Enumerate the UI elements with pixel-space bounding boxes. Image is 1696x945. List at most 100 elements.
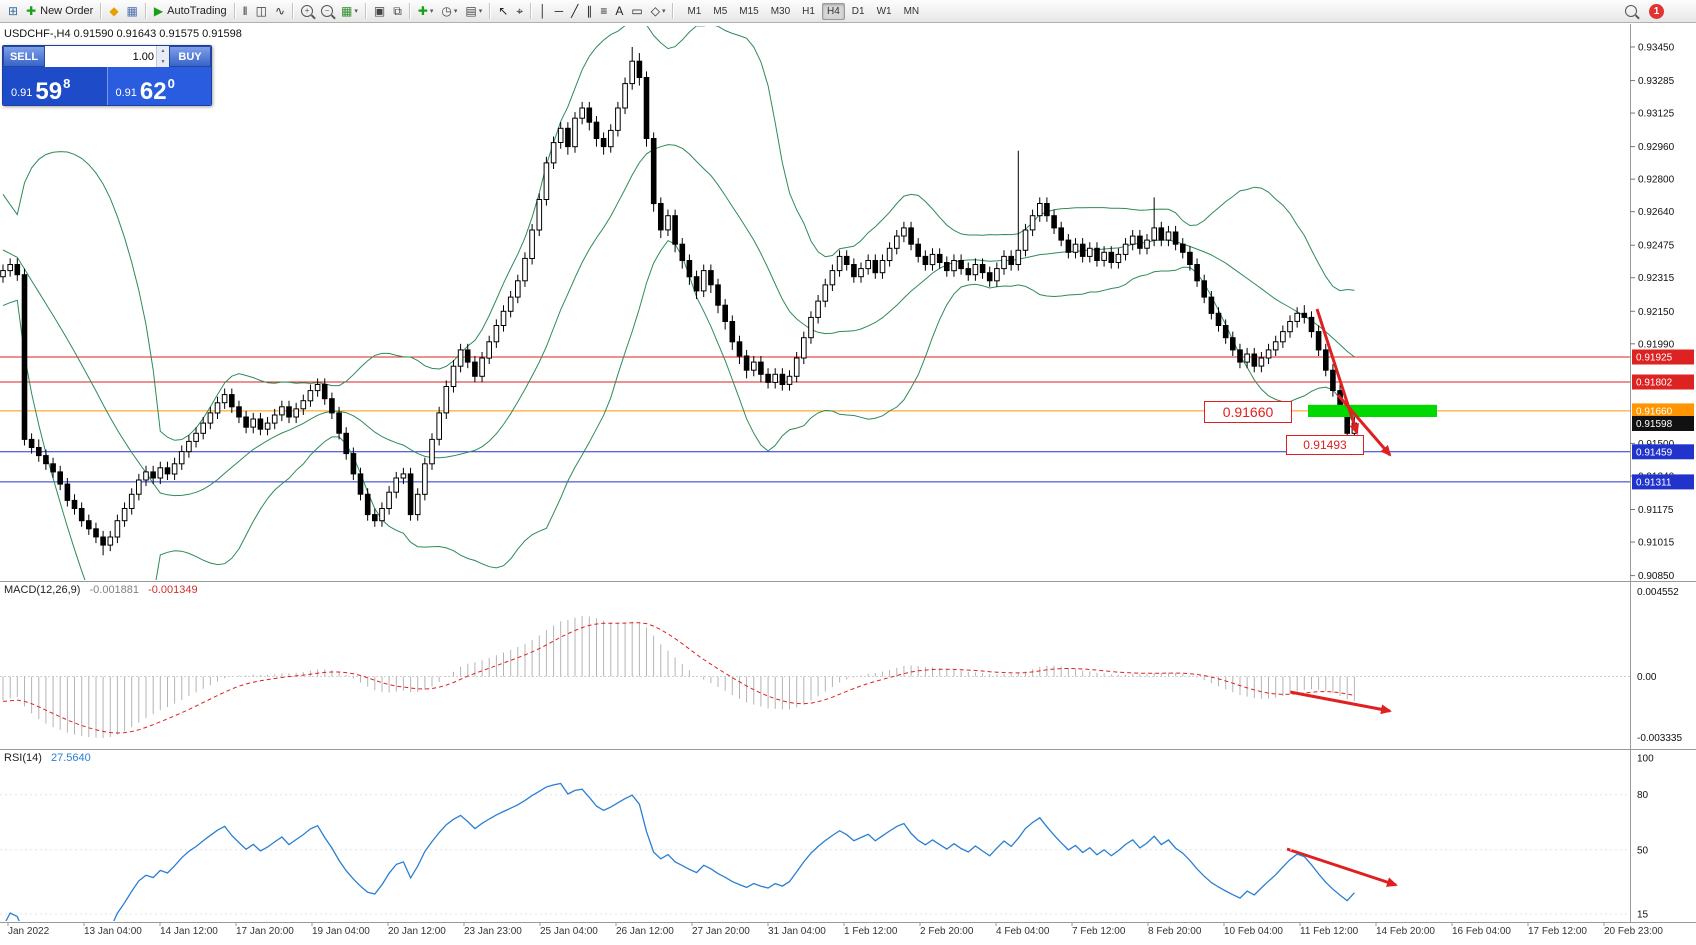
bar-chart-icon[interactable]: ‖	[242, 4, 248, 18]
toolbar-separator	[408, 3, 411, 19]
svg-text:14 Feb 20:00: 14 Feb 20:00	[1376, 926, 1435, 937]
one-click-prices-row: 0.91 59 8 0.91 62 0	[3, 67, 211, 105]
svg-text:80: 80	[1637, 790, 1649, 801]
zoom-in-icon[interactable]: +	[298, 2, 316, 20]
tile-windows-icon[interactable]: ▣	[373, 4, 386, 18]
svg-text:4 Feb 04:00: 4 Feb 04:00	[996, 926, 1050, 937]
indicators-icon[interactable]: ✚ ▾	[417, 4, 434, 18]
timeframe-mn[interactable]: MN	[903, 5, 920, 17]
bid-price[interactable]: 0.91 59 8	[3, 67, 107, 105]
svg-text:7 Feb 12:00: 7 Feb 12:00	[1072, 926, 1126, 937]
timeframe-w1[interactable]: W1	[876, 5, 892, 17]
candlestick-chart-icon[interactable]: ◫	[255, 4, 267, 18]
timeframe-m5[interactable]: M5	[713, 5, 728, 17]
zoom-out-icon[interactable]: −	[318, 2, 336, 20]
svg-text:0.91802: 0.91802	[1636, 378, 1673, 389]
bollinger-middle	[2, 144, 1355, 497]
rsi-header: RSI(14) 27.5640	[4, 752, 91, 764]
timeframe-m15[interactable]: M15	[739, 5, 759, 17]
toolbar-separator	[489, 3, 492, 19]
toolbar-separator	[672, 3, 675, 19]
new-chart-button[interactable]: ⊞	[8, 4, 19, 18]
mql5-icon[interactable]: ◆	[109, 4, 119, 18]
channel-icon[interactable]: ∥	[586, 4, 593, 18]
crosshair-icon[interactable]: ⌖	[516, 4, 524, 18]
volume-input[interactable]	[45, 46, 156, 67]
svg-text:0.004552: 0.004552	[1637, 587, 1679, 598]
toolbar-separator	[233, 3, 236, 19]
fibonacci-icon[interactable]: ≡	[600, 4, 608, 18]
trendline-icon[interactable]: ╱	[571, 4, 579, 18]
timeframe-m1[interactable]: M1	[687, 5, 702, 17]
template-icon[interactable]: ▤ ▾	[465, 4, 483, 18]
grid-icon[interactable]: ▦ ▾	[341, 4, 358, 18]
autotrading-button[interactable]: ▶ AutoTrading	[153, 4, 227, 18]
trend-arrow[interactable]	[1286, 847, 1398, 887]
svg-text:Jan 2022: Jan 2022	[8, 926, 50, 937]
svg-text:50: 50	[1637, 845, 1649, 856]
svg-text:0.91311: 0.91311	[1636, 477, 1672, 488]
bollinger-lower	[2, 239, 1355, 580]
spinner-down-icon[interactable]: ▼	[156, 56, 169, 67]
svg-text:0.93285: 0.93285	[1638, 76, 1675, 87]
bid-pipette: 8	[63, 76, 71, 91]
toolbar-items: ⊞ ✚ New Order ◆ ▦ ▶ AutoTrading ‖ ◫ ∿ + − ▦ ▾ ▣ ⧉ ✚ ▾ ◷ ▾ ▤ ▾…	[4, 2, 677, 20]
price-annotation-91493[interactable]: 0.91493	[1286, 435, 1364, 455]
timeframe-h1[interactable]: H1	[802, 5, 815, 17]
line-chart-icon[interactable]: ∿	[274, 4, 286, 18]
ask-price[interactable]: 0.91 62 0	[107, 67, 211, 105]
cursor-icon[interactable]: ↖	[498, 4, 509, 18]
price-divider	[106, 67, 108, 105]
toolbar-separator	[100, 3, 103, 19]
svg-text:8 Feb 20:00: 8 Feb 20:00	[1148, 926, 1202, 937]
svg-text:14 Jan 12:00: 14 Jan 12:00	[160, 926, 218, 937]
macd-signal-value: -0.001349	[148, 584, 198, 596]
toolbar-separator	[144, 3, 147, 19]
svg-text:15: 15	[1637, 909, 1649, 920]
trend-arrow[interactable]	[1289, 690, 1392, 715]
svg-text:2 Feb 20:00: 2 Feb 20:00	[920, 926, 974, 937]
svg-text:17 Feb 12:00: 17 Feb 12:00	[1528, 926, 1587, 937]
buy-button[interactable]: BUY	[169, 46, 211, 67]
svg-text:20 Jan 12:00: 20 Jan 12:00	[388, 926, 446, 937]
charts-icon[interactable]: ▦	[126, 4, 138, 18]
svg-text:0.00: 0.00	[1637, 672, 1657, 683]
macd-histogram	[2, 616, 1355, 738]
candles	[0, 47, 1358, 556]
svg-text:0.92315: 0.92315	[1638, 273, 1675, 284]
timeframe-h4[interactable]: H4	[821, 2, 845, 20]
spinner-up-icon[interactable]: ▲	[156, 46, 169, 57]
text-icon[interactable]: A	[615, 4, 624, 18]
sell-button[interactable]: SELL	[3, 46, 45, 67]
cascade-windows-icon[interactable]: ⧉	[393, 4, 402, 18]
horizontal-line-icon[interactable]: ─	[554, 4, 564, 18]
price-annotation-91660[interactable]: 0.91660	[1204, 401, 1292, 423]
svg-text:100: 100	[1637, 754, 1654, 765]
vertical-line-icon[interactable]: │	[539, 4, 547, 18]
green-band-annotation[interactable]	[1308, 404, 1437, 417]
timeframe-bar: M1 M5 M15 M30 H1 H4 D1 W1 MN	[681, 2, 925, 20]
svg-text:0.92640: 0.92640	[1638, 207, 1675, 218]
timeframe-d1[interactable]: D1	[851, 5, 865, 17]
svg-text:0.93450: 0.93450	[1638, 43, 1675, 54]
ask-big-digits: 62	[139, 77, 167, 105]
toolbar-separator	[530, 3, 533, 19]
svg-text:-0.003335: -0.003335	[1637, 733, 1682, 744]
trend-arrow[interactable]	[1315, 308, 1359, 435]
toolbar-separator	[292, 3, 295, 19]
search-icon[interactable]	[1622, 2, 1640, 20]
trend-arrow[interactable]	[1336, 394, 1392, 457]
chart-title: USDCHF-,H4 0.91590 0.91643 0.91575 0.915…	[4, 28, 242, 40]
new-order-button[interactable]: ✚ New Order	[26, 4, 94, 18]
svg-text:0.92150: 0.92150	[1638, 307, 1675, 318]
period-icon[interactable]: ◷ ▾	[441, 4, 458, 18]
bollinger-upper	[2, 26, 1355, 441]
rsi-label: RSI(14)	[4, 752, 42, 764]
label-icon[interactable]: ▭	[631, 4, 643, 18]
notification-badge[interactable]: 1	[1649, 3, 1664, 19]
shapes-icon[interactable]: ◇ ▾	[650, 4, 666, 18]
svg-text:13 Jan 04:00: 13 Jan 04:00	[84, 926, 142, 937]
timeframe-m30[interactable]: M30	[770, 5, 791, 17]
macd-main-value: -0.001881	[89, 584, 140, 596]
